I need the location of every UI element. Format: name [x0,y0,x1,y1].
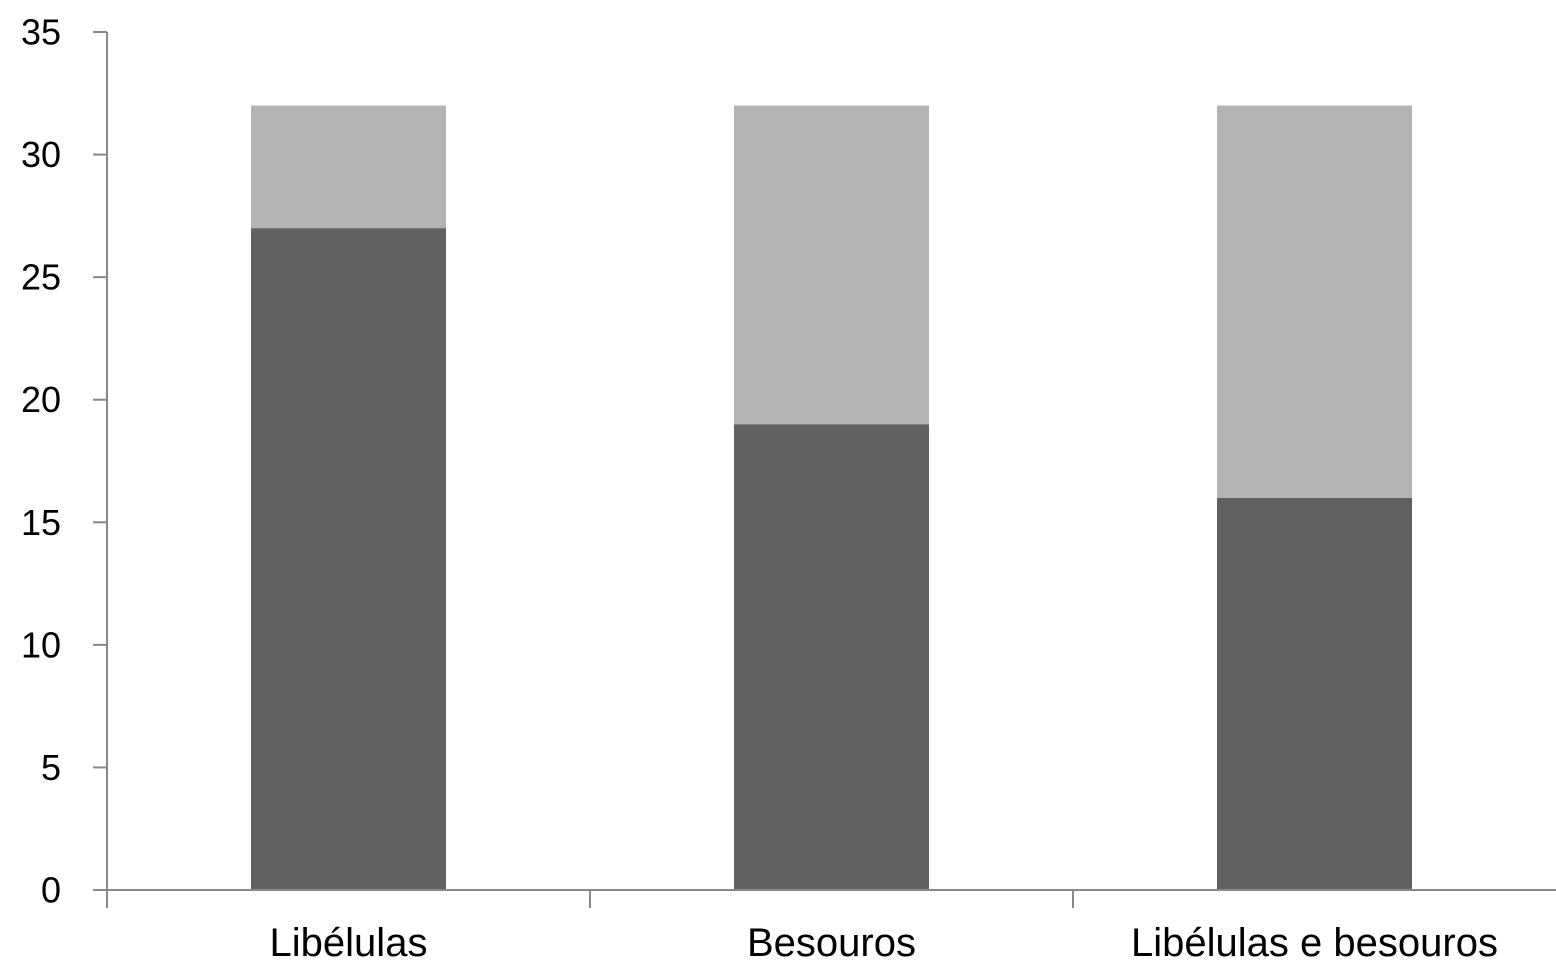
x-category-label: Libélulas [270,921,428,965]
x-category-label: Besouros [747,921,916,965]
y-tick-label: 20 [21,379,61,420]
bar-segment-series2-1 [251,105,446,229]
axes-group [106,32,1556,891]
y-tick-label: 0 [41,870,61,911]
y-ticks-group: 0 5 10 15 20 25 30 35 [21,12,107,911]
bar-segment-series1-1 [251,228,446,891]
bars-group [251,105,1412,891]
bar-segment-series2-2 [734,105,929,425]
bar-segment-series2-3 [1217,105,1412,498]
y-tick-label: 30 [21,134,61,175]
y-tick-label: 25 [21,257,61,298]
y-tick-label: 5 [41,747,61,788]
y-tick-label: 10 [21,624,61,665]
bar-segment-series1-3 [1217,497,1412,890]
x-ticks-group: Libélulas Besouros Libélulas e besouros [106,890,1498,965]
y-tick-label: 35 [21,12,61,53]
bar-segment-series1-2 [734,424,929,890]
y-tick-label: 15 [21,502,61,543]
x-category-label: Libélulas e besouros [1131,921,1498,965]
